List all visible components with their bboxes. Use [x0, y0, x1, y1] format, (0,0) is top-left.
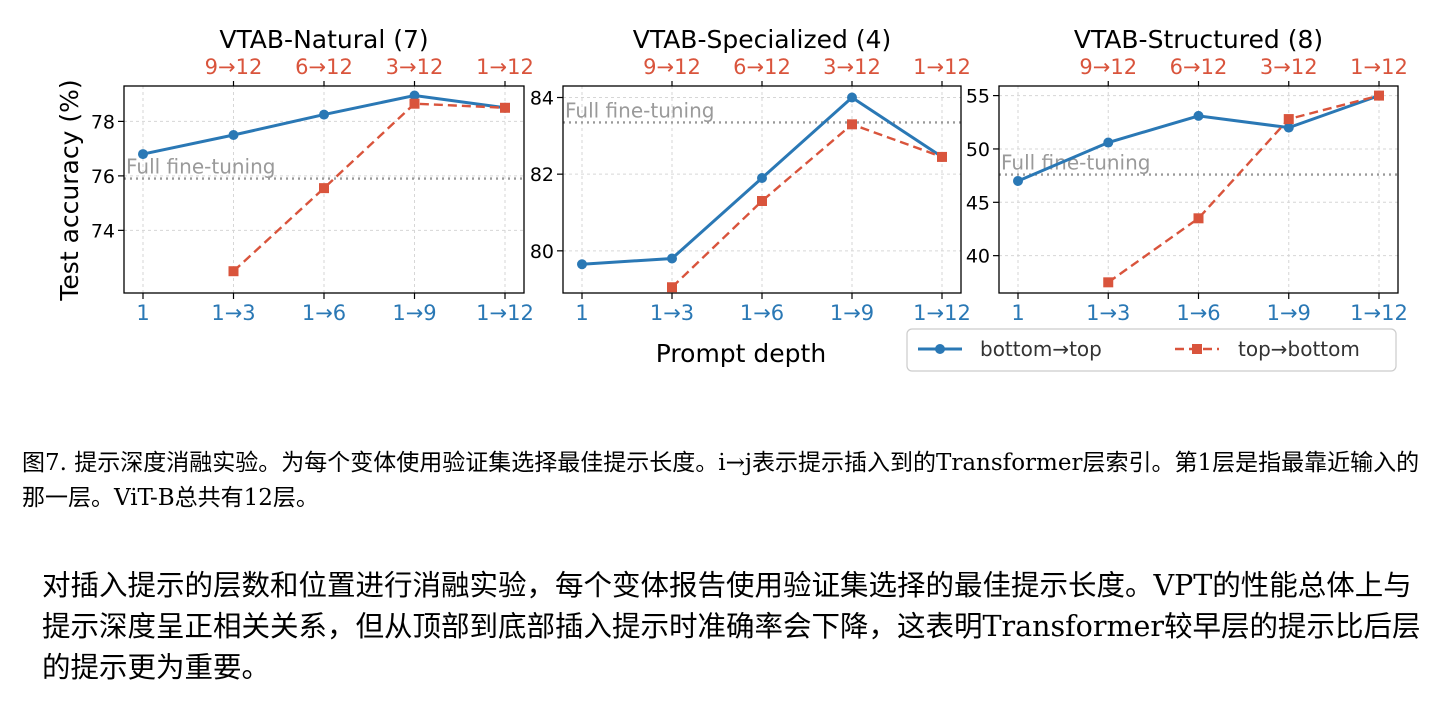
- x-tick-label: 1→9: [830, 301, 874, 325]
- top-tick-label: 3→12: [823, 55, 881, 79]
- top-tick-label: 6→12: [1170, 55, 1228, 79]
- series-line-top-to-bottom: [232, 102, 506, 273]
- data-point-top-to-bottom: [228, 266, 239, 277]
- legend-frame: [906, 328, 1397, 372]
- body-paragraph: 对插入提示的层数和位置进行消融实验，每个变体报告使用验证集选择的最佳提示长度。V…: [42, 569, 1421, 684]
- data-point-bottom-to-top: [319, 109, 329, 120]
- panel-vtab-natural: 74 76 78 Full fine-tuning 1 1→3 1→6 1→9 1→12 9→12…: [91, 25, 534, 325]
- top-tick-label: 9→12: [1079, 55, 1137, 79]
- legend-marker-top-to-bottom: [1192, 344, 1202, 354]
- figure-caption: 图7. 提示深度消融实验。为每个变体使用验证集选择最佳提示长度。i→j表示提示插…: [22, 450, 1420, 511]
- y-axis-label: Test accuracy (%): [55, 79, 84, 301]
- data-point-bottom-to-top: [1103, 137, 1114, 148]
- data-point-top-to-bottom: [1193, 213, 1204, 224]
- data-point-top-to-bottom: [1103, 277, 1114, 288]
- x-tick-label: 1→6: [1176, 301, 1220, 325]
- x-tick-label: 1→9: [1267, 301, 1311, 325]
- top-tick-label: 9→12: [643, 55, 701, 79]
- top-tick-label: 3→12: [1260, 55, 1318, 79]
- data-point-top-to-bottom: [847, 119, 857, 130]
- x-axis-label: Prompt depth: [656, 339, 826, 368]
- full-finetuning-label: Full fine-tuning: [126, 155, 275, 179]
- top-tick-label: 3→12: [386, 55, 444, 79]
- x-tick-label: 1→12: [913, 301, 971, 325]
- top-tick-label: 6→12: [295, 55, 353, 79]
- x-tick-label: 1: [1011, 301, 1024, 325]
- data-point-bottom-to-top: [1283, 122, 1294, 133]
- x-tick-label: 1→3: [1086, 301, 1130, 325]
- panel-title: VTAB-Structured (8): [1074, 25, 1323, 54]
- y-tick-label: 40: [966, 246, 990, 268]
- y-tick-label: 76: [91, 166, 115, 188]
- data-point-bottom-to-top: [409, 90, 420, 101]
- panel-vtab-structured: 40 45 50 55 Full fine-tuning 1 1→3 1→6 1→9 1→12 9→…: [966, 25, 1408, 325]
- data-point-top-to-bottom: [319, 183, 329, 194]
- data-point-bottom-to-top: [1193, 110, 1204, 121]
- y-tick-label: 45: [966, 192, 990, 214]
- panel-title: VTAB-Natural (7): [219, 25, 428, 54]
- y-tick-label: 74: [91, 220, 115, 242]
- data-point-bottom-to-top: [1013, 175, 1023, 186]
- full-finetuning-label: Full fine-tuning: [565, 98, 714, 122]
- legend-marker-bottom-to-top: [935, 344, 945, 354]
- data-point-top-to-bottom: [1283, 114, 1294, 125]
- data-point-bottom-to-top: [847, 92, 857, 103]
- data-point-bottom-to-top: [577, 259, 587, 270]
- data-point-top-to-bottom: [1374, 90, 1384, 101]
- panel-vtab-specialized: 80 82 84 Full fine-tuning 1 1→3 1→6 1→9 1→12 9→12…: [530, 25, 971, 325]
- x-tick-label: 1→12: [476, 301, 534, 325]
- legend-label-bottom-to-top: bottom→top: [980, 337, 1102, 361]
- data-point-top-to-bottom: [667, 282, 677, 293]
- x-tick-label: 1→3: [650, 301, 694, 325]
- y-tick-label: 80: [530, 241, 554, 263]
- top-tick-label: 1→12: [476, 55, 534, 79]
- x-tick-label: 1: [575, 301, 588, 325]
- legend: bottom→top top→bottom: [906, 328, 1397, 372]
- data-point-bottom-to-top: [757, 173, 767, 183]
- x-tick-label: 1→3: [211, 301, 255, 325]
- x-tick-label: 1→9: [392, 301, 436, 325]
- series-line-top-to-bottom: [671, 122, 943, 289]
- legend-label-top-to-bottom: top→bottom: [1238, 337, 1360, 361]
- data-point-top-to-bottom: [409, 98, 420, 109]
- panel-title: VTAB-Specialized (4): [633, 25, 891, 54]
- top-tick-label: 1→12: [913, 55, 971, 79]
- y-tick-label: 78: [91, 111, 115, 133]
- figure: 74 76 78 Full fine-tuning 1 1→3 1→6 1→9 1→12 9→12…: [55, 25, 1408, 372]
- x-tick-label: 1→12: [1350, 301, 1408, 325]
- x-tick-label: 1→6: [302, 301, 346, 325]
- x-tick-label: 1: [136, 301, 149, 325]
- full-finetuning-label: Full fine-tuning: [1001, 151, 1150, 175]
- y-tick-label: 55: [966, 86, 990, 108]
- x-tick-label: 1→6: [740, 301, 784, 325]
- y-tick-label: 50: [966, 139, 990, 161]
- data-point-top-to-bottom: [500, 102, 510, 113]
- data-point-bottom-to-top: [228, 130, 239, 141]
- top-tick-label: 6→12: [733, 55, 791, 79]
- y-tick-label: 82: [530, 164, 554, 186]
- top-tick-label: 9→12: [205, 55, 263, 79]
- top-tick-label: 1→12: [1350, 55, 1408, 79]
- data-point-top-to-bottom: [757, 196, 767, 206]
- data-point-bottom-to-top: [138, 149, 148, 160]
- y-tick-label: 84: [530, 88, 554, 110]
- data-point-top-to-bottom: [937, 151, 947, 162]
- series-line-top-to-bottom: [1107, 94, 1380, 284]
- data-point-bottom-to-top: [667, 253, 677, 264]
